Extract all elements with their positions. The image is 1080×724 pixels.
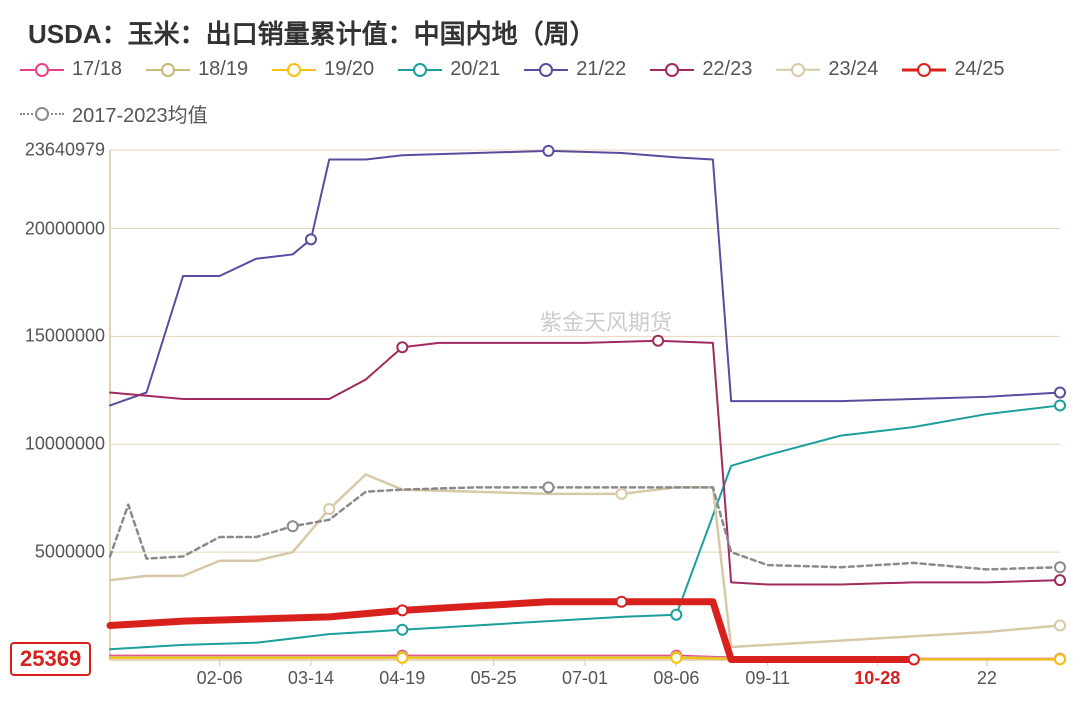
legend-swatch	[398, 63, 442, 77]
x-tick-label: 05-25	[471, 668, 517, 689]
y-tick-label: 10000000	[25, 434, 105, 455]
x-tick-label: 22	[977, 668, 997, 689]
legend-swatch	[524, 63, 568, 77]
legend-item: 19/20	[272, 58, 374, 81]
legend-label: 21/22	[576, 58, 626, 81]
x-tick-label: 10-28	[854, 668, 900, 689]
x-tick-label: 02-06	[197, 668, 243, 689]
x-tick-label: 09-11	[745, 668, 790, 689]
legend-label: 20/21	[450, 58, 500, 81]
y-tick-label: 15000000	[25, 326, 105, 347]
legend-item: 23/24	[776, 58, 878, 81]
x-tick-label: 08-06	[653, 668, 699, 689]
legend-swatch	[776, 63, 820, 77]
legend-label: 18/19	[198, 58, 248, 81]
legend-swatch	[20, 63, 64, 77]
legend-item: 21/22	[524, 58, 626, 81]
legend-label: 24/25	[954, 58, 1004, 81]
legend-label: 2017-2023均值	[72, 99, 208, 128]
legend-label: 22/23	[702, 58, 752, 81]
callout-value: 25369	[10, 642, 91, 676]
x-tick-label: 03-14	[288, 668, 334, 689]
legend-item: 18/19	[146, 58, 248, 81]
y-tick-label: 5000000	[35, 542, 105, 563]
legend-item: 20/21	[398, 58, 500, 81]
chart-area: 紫金天风期货 500000010000000150000002000000023…	[110, 150, 1060, 660]
x-tick-label: 04-19	[379, 668, 425, 689]
legend-label: 23/24	[828, 58, 878, 81]
y-tick-label: 23640979	[25, 140, 105, 161]
legend-item: 2017-2023均值	[20, 99, 208, 128]
legend-swatch	[902, 63, 946, 77]
chart-svg	[110, 150, 1060, 660]
x-tick-label: 07-01	[562, 668, 608, 689]
legend: 17/18 18/19 19/20 20/21 21/22 22/23 23/24 24/25…	[20, 54, 1060, 132]
chart-title: USDA：玉米：出口销量累计值：中国内地（周）	[28, 14, 596, 51]
legend-item: 17/18	[20, 58, 122, 81]
legend-swatch	[20, 107, 64, 121]
legend-swatch	[650, 63, 694, 77]
legend-swatch	[146, 63, 190, 77]
legend-item: 24/25	[902, 58, 1004, 81]
y-tick-label: 20000000	[25, 218, 105, 239]
legend-label: 19/20	[324, 58, 374, 81]
legend-item: 22/23	[650, 58, 752, 81]
legend-swatch	[272, 63, 316, 77]
legend-label: 17/18	[72, 58, 122, 81]
